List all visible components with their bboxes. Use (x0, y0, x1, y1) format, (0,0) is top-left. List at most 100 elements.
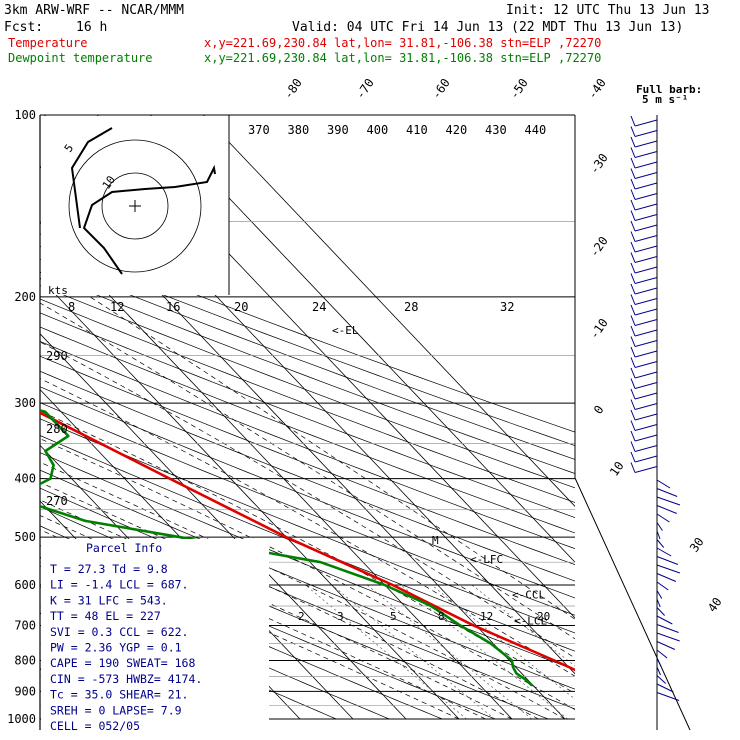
mixing-ratio-line (331, 584, 495, 720)
wind-barb (656, 530, 661, 540)
mixing-ratio-label: 2 (298, 610, 305, 623)
wind-barb (630, 126, 636, 137)
wind-barb (630, 210, 636, 221)
pressure-label: 300 (14, 396, 36, 410)
parcel-annotation: <-LCL (514, 615, 547, 628)
wind-barb (656, 624, 679, 633)
dewpoint-location: x,y=221.69,230.84 lat,lon= 31.81,-106.38… (204, 51, 601, 65)
wind-barb (656, 573, 677, 582)
isotherm (202, 115, 575, 507)
wind-barb (630, 430, 636, 442)
wind-barb (656, 513, 670, 523)
parcel-info-row: CAPE = 190 SWEAT= 168 (50, 656, 195, 670)
wind-barb (630, 367, 636, 379)
pressure-label: 500 (14, 530, 36, 544)
wind-barb (656, 496, 681, 506)
wind-barb (656, 479, 671, 489)
wind-barb (634, 277, 658, 284)
wind-barb (634, 308, 658, 316)
wind-barb (634, 445, 658, 452)
wind-barb (656, 632, 680, 642)
pressure-label: 800 (14, 653, 36, 667)
right-diagonal (574, 477, 691, 731)
wind-barb (656, 539, 665, 548)
pressure-label: 1000 (7, 712, 36, 726)
wind-barb (634, 382, 658, 389)
wind-barb (656, 556, 679, 565)
wind-barb (630, 241, 636, 253)
wind-barb (634, 266, 658, 274)
speed-scale-label: 8 (68, 300, 75, 314)
dewpoint-legend: Dewpoint temperature (8, 51, 153, 65)
wind-barb (634, 371, 658, 379)
wind-barb (634, 413, 658, 421)
wind-barb (634, 319, 658, 326)
parcel-info-row: LI = -1.4 LCL = 687. (50, 578, 188, 592)
wind-barb (634, 119, 658, 127)
wind-barb (634, 224, 658, 232)
wind-barb (634, 392, 658, 400)
mixing-ratio-line (431, 584, 575, 700)
wind-barb (630, 462, 636, 473)
wind-barb (656, 675, 666, 684)
mixing-ratio-label: 12 (480, 610, 493, 623)
wind-barb (630, 346, 636, 358)
wind-barb (630, 420, 636, 431)
isotherm (40, 277, 460, 720)
forecast-hour: 16 h (76, 20, 107, 35)
speed-scale-label: 20 (234, 300, 248, 314)
wind-barb (656, 649, 668, 659)
isotherm-label: 30 (687, 535, 707, 555)
wind-barb (656, 522, 663, 531)
wind-barb (656, 581, 669, 591)
parcel-info-row: PW = 2.36 YGP = 0.1 (50, 641, 182, 655)
wind-barb (634, 172, 658, 179)
wind-barb (630, 115, 636, 127)
theta-label: 370 (248, 123, 270, 137)
wind-barb (634, 340, 658, 347)
isotherm-label: 40 (705, 595, 725, 615)
hodograph-trace (70, 127, 113, 229)
isotherm (40, 333, 407, 720)
wind-barb (634, 434, 658, 442)
isotherm-label: -40 (585, 76, 609, 102)
wind-barb (656, 598, 661, 608)
init-time: Init: 12 UTC Thu 13 Jun 13 (506, 3, 710, 18)
wind-barb (630, 199, 636, 211)
isotherm-label: -80 (281, 76, 305, 102)
pressure-label: 700 (14, 618, 36, 632)
dewpoint-trace (40, 409, 533, 687)
isotherm-label: -10 (587, 316, 611, 342)
wind-barb (634, 245, 658, 253)
wind-barb (656, 692, 680, 701)
moist-adiabat (40, 499, 513, 720)
wind-barb (656, 683, 674, 693)
wind-barb (634, 193, 658, 200)
wind-barb (656, 547, 672, 557)
wind-barb (656, 590, 663, 599)
wind-barb (630, 441, 636, 452)
hodograph-units: kts (48, 284, 68, 297)
parcel-info-row: Tc = 35.0 SHEAR= 21. (50, 688, 188, 702)
temperature-legend: Temperature (8, 36, 87, 50)
valid-time: Valid: 04 UTC Fri 14 Jun 13 (22 MDT Thu … (292, 20, 683, 35)
wind-barb (634, 161, 658, 169)
wind-barb (634, 140, 658, 148)
mixing-ratio-label: 5 (390, 610, 397, 623)
theta-e-label: 290 (46, 349, 68, 363)
wind-barb (630, 273, 636, 284)
speed-scale-label: 16 (166, 300, 180, 314)
mixing-ratio-line (305, 584, 467, 720)
parcel-annotations: <-EL M <-LFC <-CCL <-LCL (332, 324, 547, 627)
wind-barb (634, 214, 658, 221)
wind-barb (634, 151, 658, 158)
parcel-annotation: <-CCL (512, 588, 545, 601)
isotherm-label: 20 (537, 610, 550, 623)
wind-barb (656, 488, 678, 497)
wind-barb (630, 283, 636, 295)
speed-scale-label: 24 (312, 300, 326, 314)
speed-scale-label: 32 (500, 300, 514, 314)
wind-barb (630, 157, 636, 169)
